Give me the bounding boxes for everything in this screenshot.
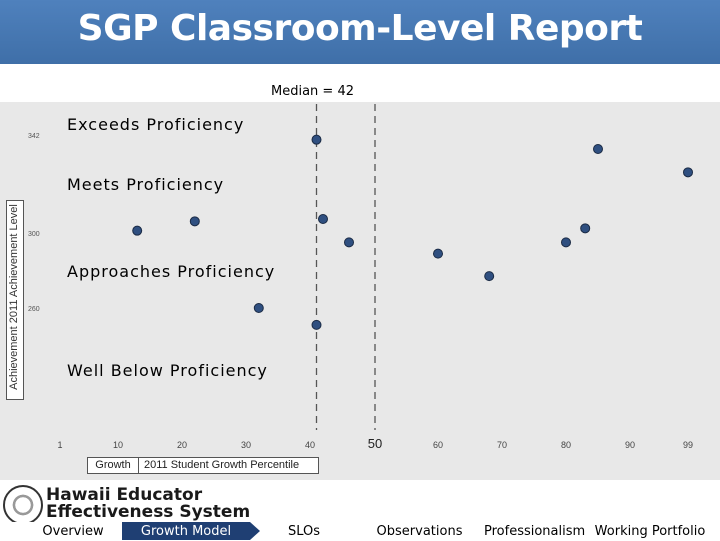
x-axis-tag: Growth bbox=[88, 458, 139, 473]
x-axis-title: 2011 Student Growth Percentile bbox=[144, 459, 300, 471]
data-point bbox=[561, 237, 571, 248]
data-point bbox=[189, 216, 200, 227]
x-tick-label: 1 bbox=[57, 440, 62, 450]
level-label-exceeds: Exceeds Proficiency bbox=[67, 115, 245, 134]
data-point bbox=[593, 144, 603, 154]
scatter-chart: 1 10 20 30 40 50 60 70 80 90 99 342 300 260 bbox=[28, 104, 693, 451]
hawaii-seal-icon bbox=[3, 485, 43, 525]
data-point bbox=[253, 303, 264, 313]
x-tick-label: 40 bbox=[305, 440, 315, 450]
nav-working-portfolio[interactable]: Working Portfolio bbox=[594, 524, 706, 539]
y-tick-label: 300 bbox=[28, 231, 40, 238]
x-tick-label: 70 bbox=[497, 440, 507, 450]
level-label-meets: Meets Proficiency bbox=[67, 175, 225, 194]
y-tick-label: 260 bbox=[28, 306, 40, 313]
level-label-approaches: Approaches Proficiency bbox=[67, 262, 276, 281]
x-tick-label: 99 bbox=[683, 440, 693, 450]
nav-observations[interactable]: Observations bbox=[376, 524, 463, 539]
data-point bbox=[344, 237, 354, 248]
data-point bbox=[318, 214, 328, 224]
median-label: Median = 42 bbox=[271, 84, 354, 99]
x-tick-label: 20 bbox=[177, 440, 187, 450]
y-axis-label: Achievement 2011 Achievement Level bbox=[8, 202, 20, 392]
nav-growth-model[interactable]: Growth Model bbox=[122, 522, 250, 540]
level-label-well-below: Well Below Proficiency bbox=[67, 361, 268, 380]
logo-text-line1: Hawaii Educator bbox=[46, 485, 203, 505]
nav-overview[interactable]: Overview bbox=[42, 524, 104, 539]
y-axis-label-box: Achievement 2011 Achievement Level bbox=[6, 200, 24, 400]
x-tick-label: 50 bbox=[368, 436, 382, 451]
x-tick-label: 60 bbox=[433, 440, 443, 450]
plot-panel bbox=[0, 102, 720, 480]
y-axis-tag: Achievement bbox=[8, 326, 20, 390]
x-tick-label: 30 bbox=[241, 440, 251, 450]
data-point bbox=[484, 271, 495, 282]
data-point bbox=[311, 319, 322, 330]
x-tick-label: 80 bbox=[561, 440, 571, 450]
x-tick-label: 90 bbox=[625, 440, 635, 450]
nav-active-arrow-icon bbox=[250, 522, 260, 540]
data-point bbox=[580, 223, 591, 234]
nav-professionalism[interactable]: Professionalism bbox=[484, 524, 586, 539]
data-point bbox=[132, 225, 143, 236]
title-bar: SGP Classroom-Level Report bbox=[0, 0, 720, 64]
data-point bbox=[311, 134, 322, 145]
data-point bbox=[433, 248, 443, 259]
page-title: SGP Classroom-Level Report bbox=[77, 8, 643, 49]
x-tick-label: 10 bbox=[113, 440, 123, 450]
x-axis-label-box: Growth 2011 Student Growth Percentile bbox=[87, 457, 319, 474]
nav-slos[interactable]: SLOs bbox=[287, 524, 321, 539]
data-point bbox=[683, 167, 693, 178]
y-tick-label: 342 bbox=[28, 133, 40, 140]
logo-text-line2: Effectiveness System bbox=[46, 502, 251, 522]
y-axis-title: 2011 Achievement Level bbox=[8, 204, 20, 324]
